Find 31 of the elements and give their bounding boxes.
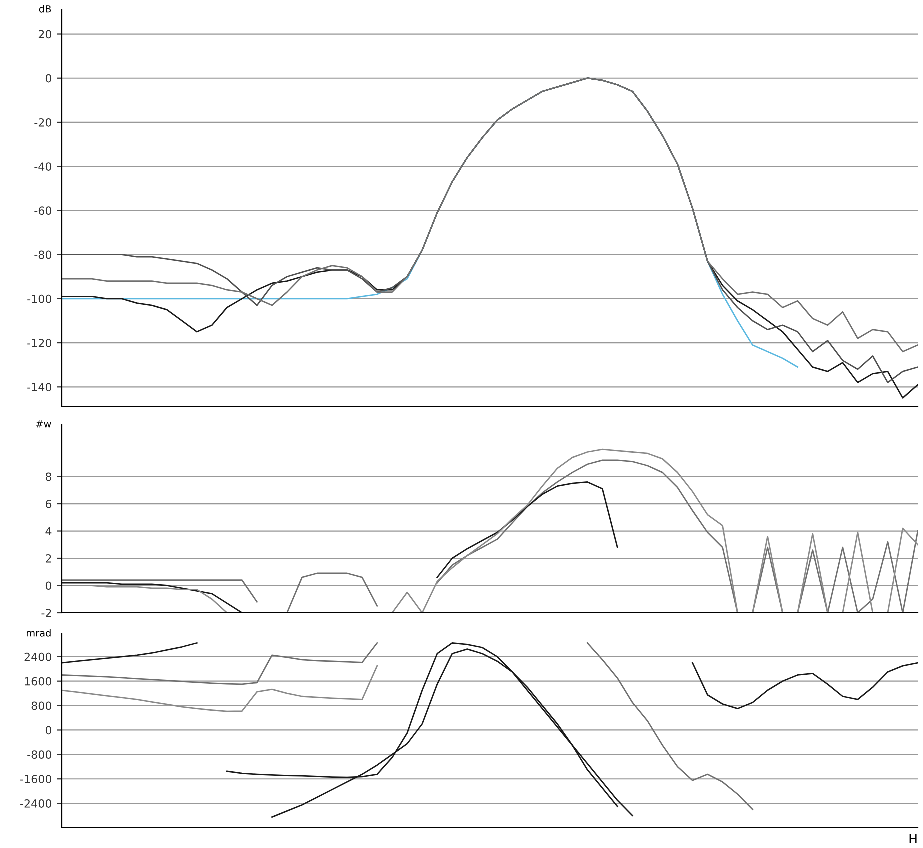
y-axis-title: #w [36,420,52,428]
y-tick-label: -2400 [20,800,52,808]
y-tick-label: 20 [38,30,52,39]
y-tick-label: 800 [32,702,52,710]
line-series [62,665,378,712]
line-series [62,642,198,664]
y-axis-title: dB [39,5,52,13]
line-series [62,642,378,686]
y-tick-label: -1600 [20,775,52,784]
x-axis-title: H [910,834,917,844]
y-tick-label: 1600 [25,677,52,686]
line-series [586,642,754,810]
y-tick-label: -120 [28,339,52,348]
y-tick-label: -20 [34,118,52,127]
y-tick-label: 0 [46,726,52,735]
y-tick-label: 0 [46,582,52,590]
y-tick-label: 2400 [24,652,52,662]
y-tick-label: 0 [46,74,52,83]
y-tick-label: 2 [46,554,52,563]
y-tick-label: -100 [28,294,52,304]
y-axis-title: mrad [27,629,51,637]
y-tick-label: 6 [46,500,52,508]
y-tick-label: 8 [46,472,52,482]
y-tick-label: 4 [46,527,52,536]
y-tick-label: -40 [34,162,52,171]
y-tick-label: -60 [34,206,52,216]
y-tick-label: -2 [42,608,52,618]
y-tick-label: -800 [28,750,52,760]
line-series [692,662,918,710]
y-tick-label: -140 [28,383,52,392]
y-tick-label: -80 [34,250,52,260]
